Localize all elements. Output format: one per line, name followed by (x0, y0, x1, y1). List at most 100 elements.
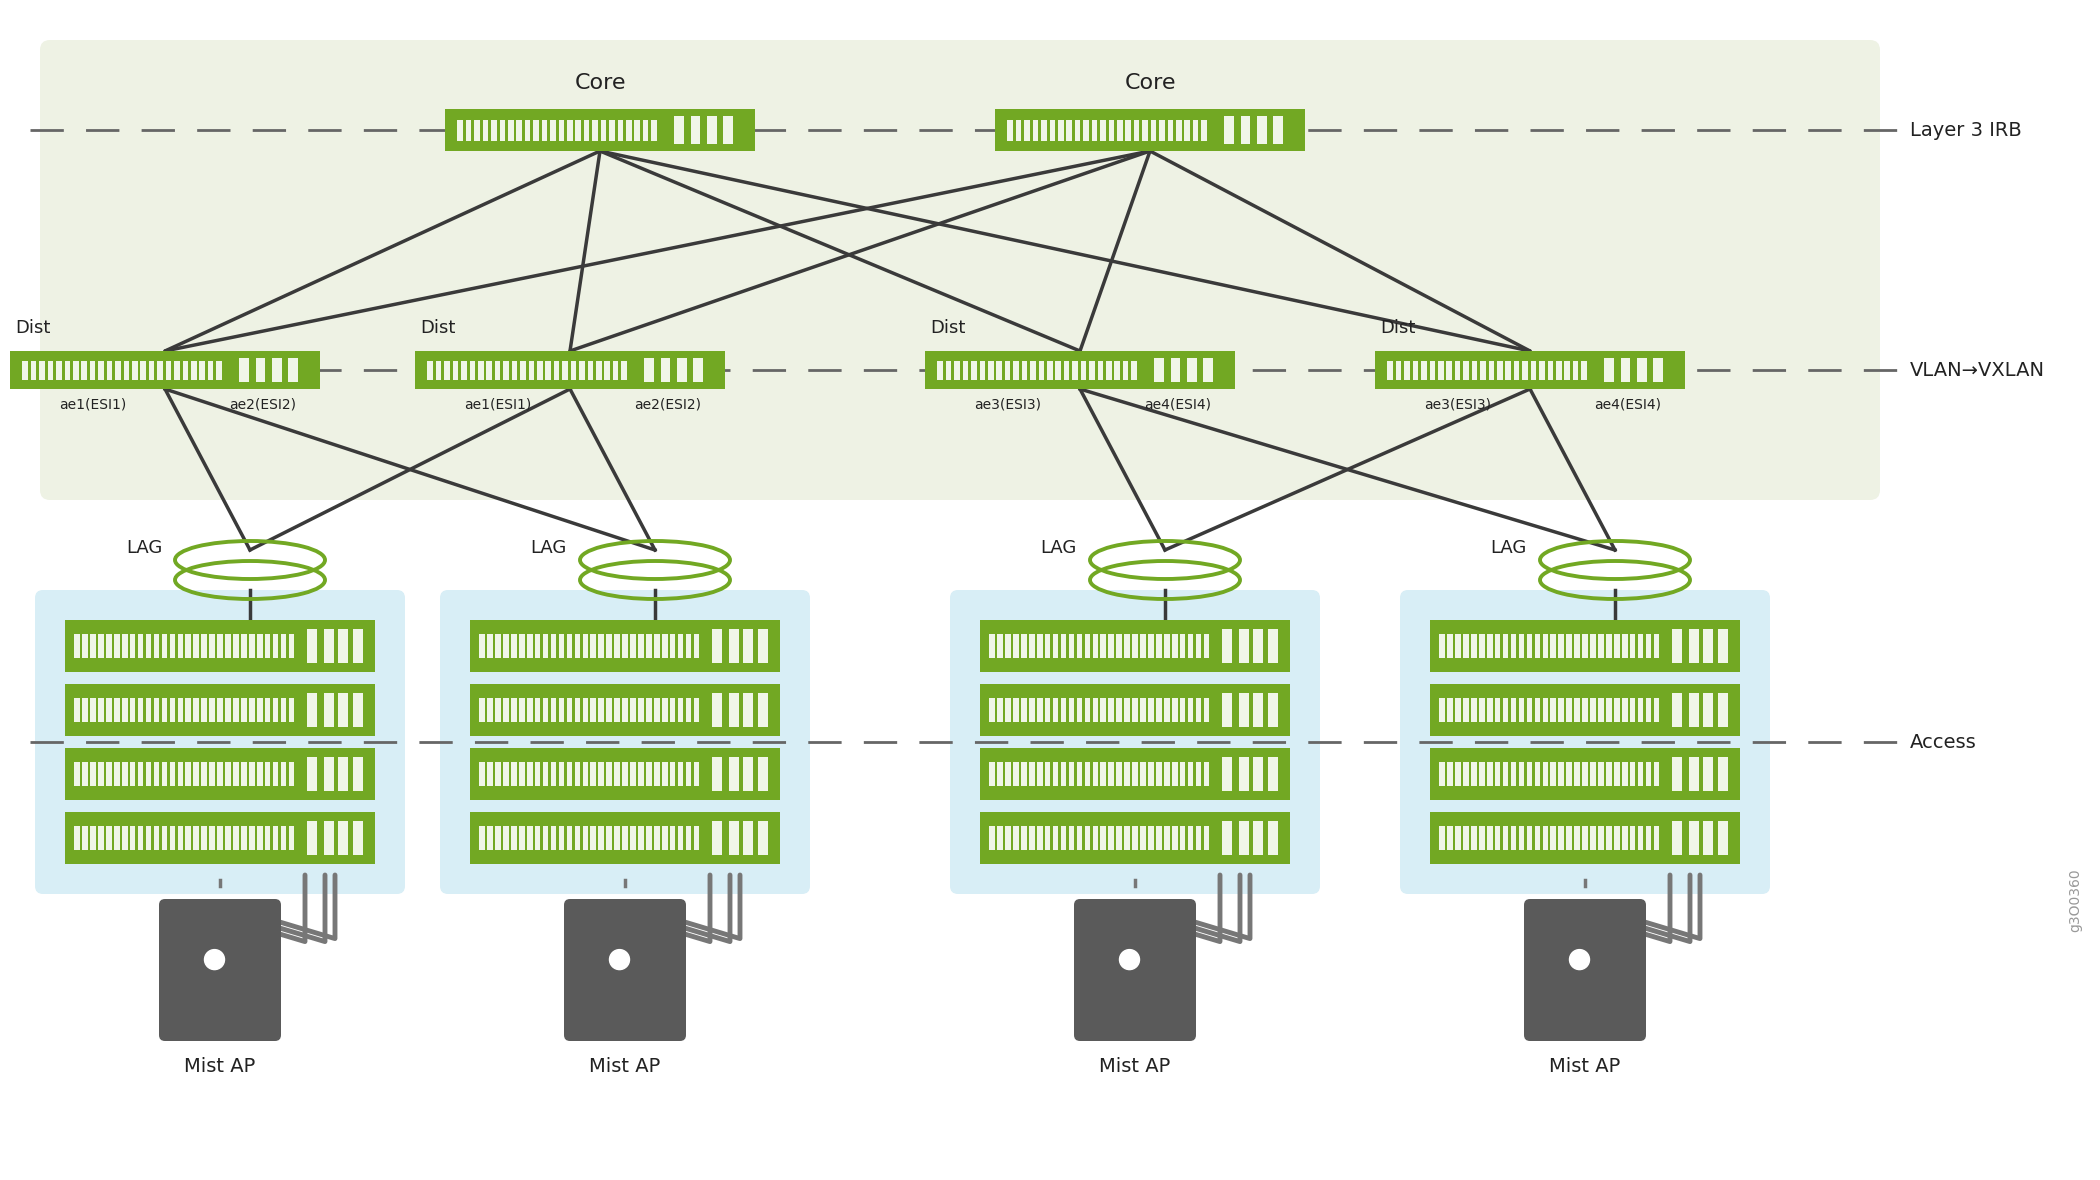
FancyBboxPatch shape (307, 629, 317, 663)
FancyBboxPatch shape (546, 361, 550, 380)
FancyBboxPatch shape (550, 697, 556, 722)
FancyBboxPatch shape (1430, 620, 1741, 671)
FancyBboxPatch shape (1256, 117, 1266, 144)
FancyBboxPatch shape (1506, 361, 1512, 380)
FancyBboxPatch shape (281, 826, 286, 851)
FancyBboxPatch shape (1495, 697, 1501, 722)
FancyBboxPatch shape (1535, 826, 1539, 851)
FancyBboxPatch shape (550, 761, 556, 787)
FancyBboxPatch shape (470, 684, 779, 736)
FancyBboxPatch shape (1558, 826, 1564, 851)
FancyBboxPatch shape (653, 761, 659, 787)
FancyBboxPatch shape (510, 697, 517, 722)
FancyBboxPatch shape (1527, 634, 1533, 658)
FancyBboxPatch shape (170, 634, 174, 658)
FancyBboxPatch shape (124, 361, 130, 380)
FancyBboxPatch shape (1006, 634, 1010, 658)
FancyBboxPatch shape (1134, 119, 1140, 140)
FancyBboxPatch shape (1170, 358, 1180, 382)
FancyBboxPatch shape (210, 634, 214, 658)
FancyBboxPatch shape (1052, 697, 1058, 722)
FancyBboxPatch shape (1487, 634, 1493, 658)
FancyBboxPatch shape (288, 761, 294, 787)
FancyBboxPatch shape (1438, 826, 1445, 851)
FancyBboxPatch shape (1672, 693, 1682, 727)
FancyBboxPatch shape (496, 697, 500, 722)
FancyBboxPatch shape (1447, 634, 1453, 658)
FancyBboxPatch shape (1455, 361, 1460, 380)
FancyBboxPatch shape (170, 761, 174, 787)
FancyBboxPatch shape (1037, 761, 1042, 787)
FancyBboxPatch shape (647, 826, 651, 851)
FancyBboxPatch shape (607, 697, 611, 722)
FancyBboxPatch shape (1273, 117, 1283, 144)
FancyBboxPatch shape (937, 361, 943, 380)
FancyBboxPatch shape (1073, 361, 1077, 380)
FancyBboxPatch shape (1224, 117, 1235, 144)
FancyBboxPatch shape (487, 697, 494, 722)
FancyBboxPatch shape (242, 697, 246, 722)
FancyBboxPatch shape (1487, 761, 1493, 787)
Text: Access: Access (1911, 733, 1976, 752)
FancyBboxPatch shape (1189, 697, 1193, 722)
FancyBboxPatch shape (202, 826, 208, 851)
FancyBboxPatch shape (353, 629, 363, 663)
FancyBboxPatch shape (1052, 761, 1058, 787)
FancyBboxPatch shape (643, 119, 649, 140)
Text: ae1(ESI1): ae1(ESI1) (59, 396, 126, 411)
FancyBboxPatch shape (1132, 761, 1138, 787)
Text: Dist: Dist (420, 319, 456, 337)
FancyBboxPatch shape (1180, 697, 1184, 722)
FancyBboxPatch shape (1109, 119, 1115, 140)
FancyBboxPatch shape (210, 697, 214, 722)
FancyBboxPatch shape (987, 361, 993, 380)
FancyBboxPatch shape (634, 119, 640, 140)
FancyBboxPatch shape (202, 697, 208, 722)
FancyBboxPatch shape (1222, 758, 1233, 791)
FancyBboxPatch shape (479, 761, 485, 787)
FancyBboxPatch shape (970, 361, 976, 380)
FancyBboxPatch shape (1195, 826, 1201, 851)
FancyBboxPatch shape (1016, 119, 1021, 140)
FancyBboxPatch shape (462, 361, 466, 380)
FancyBboxPatch shape (233, 761, 239, 787)
FancyBboxPatch shape (1033, 119, 1037, 140)
FancyBboxPatch shape (454, 361, 458, 380)
FancyBboxPatch shape (565, 899, 687, 1041)
FancyBboxPatch shape (1438, 697, 1445, 722)
FancyBboxPatch shape (1388, 361, 1392, 380)
FancyBboxPatch shape (609, 119, 615, 140)
FancyBboxPatch shape (542, 697, 548, 722)
FancyBboxPatch shape (1090, 361, 1094, 380)
FancyBboxPatch shape (989, 634, 995, 658)
FancyBboxPatch shape (1621, 761, 1628, 787)
FancyBboxPatch shape (1535, 634, 1539, 658)
FancyBboxPatch shape (653, 697, 659, 722)
FancyBboxPatch shape (981, 812, 1289, 864)
FancyBboxPatch shape (1495, 826, 1501, 851)
FancyBboxPatch shape (1117, 826, 1121, 851)
FancyBboxPatch shape (1504, 761, 1508, 787)
FancyBboxPatch shape (1014, 361, 1018, 380)
FancyBboxPatch shape (122, 634, 128, 658)
FancyBboxPatch shape (758, 629, 769, 663)
FancyBboxPatch shape (1455, 697, 1462, 722)
FancyBboxPatch shape (508, 119, 514, 140)
FancyBboxPatch shape (1239, 693, 1250, 727)
FancyBboxPatch shape (1510, 697, 1516, 722)
FancyBboxPatch shape (139, 826, 143, 851)
FancyBboxPatch shape (1401, 590, 1770, 894)
FancyBboxPatch shape (638, 697, 645, 722)
FancyBboxPatch shape (607, 761, 611, 787)
FancyBboxPatch shape (519, 634, 525, 658)
FancyBboxPatch shape (1606, 826, 1611, 851)
FancyBboxPatch shape (1621, 634, 1628, 658)
Text: ae3(ESI3): ae3(ESI3) (974, 396, 1042, 411)
FancyBboxPatch shape (536, 634, 540, 658)
FancyBboxPatch shape (122, 761, 128, 787)
Circle shape (1569, 950, 1590, 970)
FancyBboxPatch shape (216, 826, 223, 851)
FancyBboxPatch shape (662, 761, 668, 787)
FancyBboxPatch shape (487, 761, 494, 787)
FancyBboxPatch shape (527, 826, 533, 851)
